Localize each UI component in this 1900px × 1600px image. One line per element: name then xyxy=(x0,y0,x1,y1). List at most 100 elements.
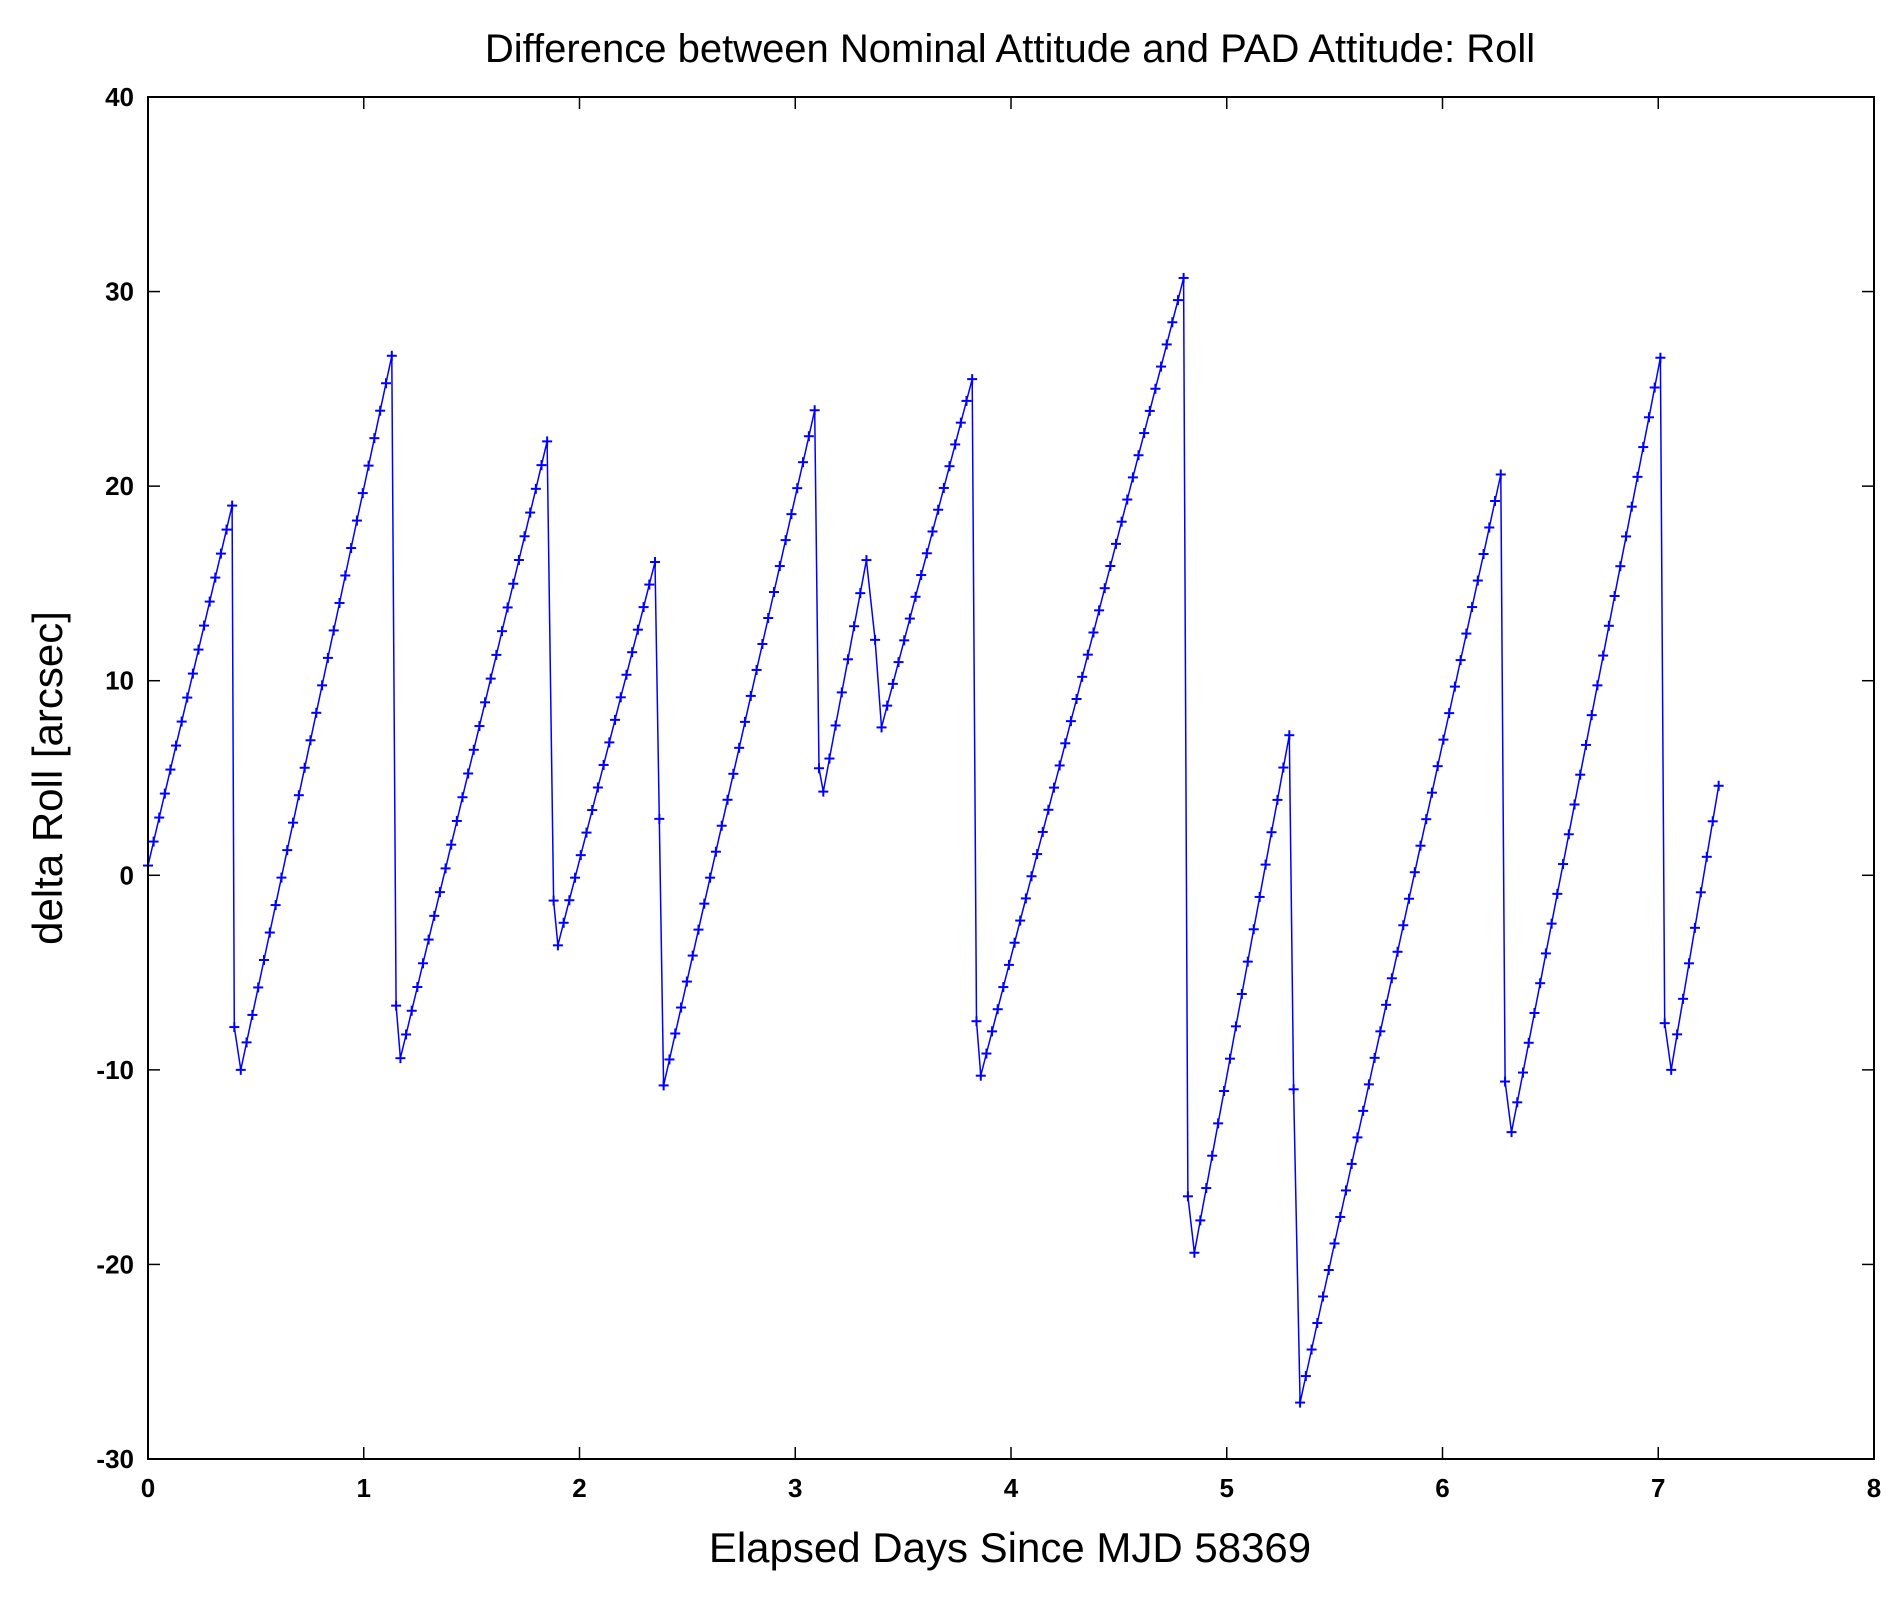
data-point xyxy=(745,690,756,701)
data-point xyxy=(861,555,872,566)
data-point xyxy=(1603,620,1614,631)
data-point xyxy=(1426,787,1437,798)
data-point xyxy=(780,535,791,546)
data-point xyxy=(1340,1185,1351,1196)
data-point xyxy=(457,792,468,803)
data-point xyxy=(876,722,887,733)
data-point xyxy=(676,1002,687,1013)
data-point xyxy=(921,548,932,559)
data-point xyxy=(705,872,716,883)
data-point xyxy=(165,764,176,775)
data-point xyxy=(998,982,1009,993)
data-point xyxy=(1300,1371,1311,1382)
data-point xyxy=(581,827,592,838)
data-point xyxy=(1461,628,1472,639)
data-point xyxy=(938,482,949,493)
data-point xyxy=(247,1009,258,1020)
data-point xyxy=(357,488,368,499)
y-tick-label: -10 xyxy=(96,1055,134,1085)
data-point xyxy=(270,900,281,911)
data-point xyxy=(1127,472,1138,483)
data-point xyxy=(1060,738,1071,749)
data-point xyxy=(375,405,386,416)
data-point xyxy=(751,664,762,675)
data-point xyxy=(1409,867,1420,878)
data-point xyxy=(1484,522,1495,533)
data-point xyxy=(171,740,182,751)
data-point xyxy=(933,504,944,515)
data-point xyxy=(632,624,643,635)
axis-ticks: 0 1 2 3 4 5 6 7 8 -30 -20 -10 0 10 20 30 40 xyxy=(96,82,1881,1503)
data-point xyxy=(1643,412,1654,423)
data-point xyxy=(849,621,860,632)
data-point xyxy=(264,927,275,938)
data-point xyxy=(1144,405,1155,416)
data-point xyxy=(340,570,351,581)
data-point xyxy=(386,350,397,361)
data-point xyxy=(1133,450,1144,461)
data-point xyxy=(519,531,530,542)
data-point xyxy=(604,737,615,748)
data-point xyxy=(1689,922,1700,933)
data-point xyxy=(658,1080,669,1091)
data-point xyxy=(1358,1105,1369,1116)
data-point xyxy=(1329,1238,1340,1249)
data-point xyxy=(610,714,621,725)
data-point xyxy=(1312,1318,1323,1329)
y-tick-label: 30 xyxy=(105,277,134,307)
data-point xyxy=(530,483,541,494)
data-point xyxy=(757,638,768,649)
data-point xyxy=(293,790,304,801)
data-point xyxy=(987,1026,998,1037)
data-point xyxy=(1278,762,1289,773)
data-point xyxy=(615,692,626,703)
data-point xyxy=(1546,918,1557,929)
data-point xyxy=(334,597,345,608)
x-tick-label: 4 xyxy=(1004,1473,1019,1503)
data-point xyxy=(1167,317,1178,328)
data-point xyxy=(1015,915,1026,926)
data-point xyxy=(1415,840,1426,851)
data-point xyxy=(1284,730,1295,741)
data-point xyxy=(1105,561,1116,572)
data-point xyxy=(182,692,193,703)
data-point xyxy=(1260,859,1271,870)
data-point xyxy=(774,561,785,572)
data-point xyxy=(722,794,733,805)
y-axis-label: delta Roll [arcsec] xyxy=(24,611,71,945)
data-point xyxy=(525,507,536,518)
data-point xyxy=(870,634,881,645)
data-point xyxy=(693,924,704,935)
data-point xyxy=(798,457,809,468)
data-point xyxy=(836,687,847,698)
y-tick-label: 10 xyxy=(105,666,134,696)
x-tick-label: 1 xyxy=(357,1473,371,1503)
x-tick-label: 8 xyxy=(1867,1473,1881,1503)
data-point xyxy=(1116,516,1127,527)
data-point xyxy=(818,786,829,797)
data-point xyxy=(967,374,978,385)
data-point xyxy=(176,716,187,727)
data-point xyxy=(1609,591,1620,602)
data-point xyxy=(1288,1084,1299,1095)
data-point xyxy=(1386,973,1397,984)
data-point xyxy=(1352,1132,1363,1143)
data-point xyxy=(1323,1264,1334,1275)
data-point xyxy=(1295,1397,1306,1408)
data-point xyxy=(1523,1037,1534,1048)
data-point xyxy=(910,591,921,602)
data-point xyxy=(1375,1026,1386,1037)
data-point xyxy=(1540,948,1551,959)
data-point xyxy=(1242,956,1253,967)
data-point xyxy=(259,954,270,965)
data-point xyxy=(1575,769,1586,780)
data-point xyxy=(558,917,569,928)
data-point xyxy=(664,1054,675,1065)
data-point xyxy=(1649,382,1660,393)
data-point xyxy=(154,812,165,823)
data-point xyxy=(1156,361,1167,372)
data-point xyxy=(1054,760,1065,771)
y-tick-label: -20 xyxy=(96,1249,134,1279)
data-point xyxy=(575,850,586,861)
data-point xyxy=(1563,829,1574,840)
